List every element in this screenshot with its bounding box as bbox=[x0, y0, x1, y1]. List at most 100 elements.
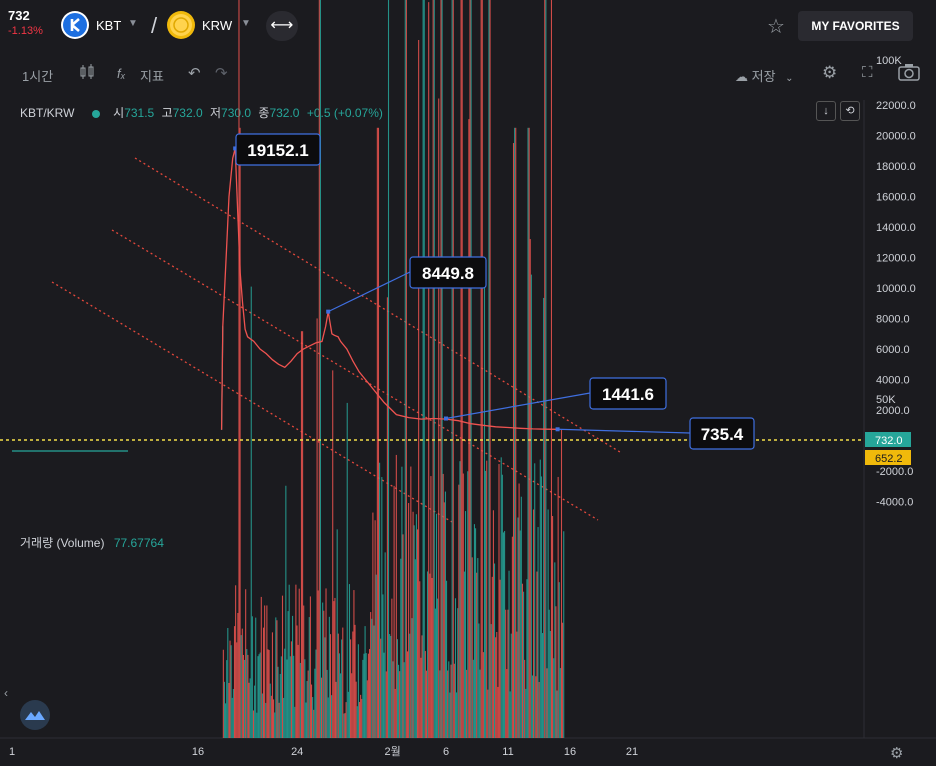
volume-bar bbox=[324, 637, 326, 738]
volume-bar bbox=[496, 631, 498, 738]
candle-type-icon[interactable] bbox=[78, 63, 96, 86]
y-tick-label: 20000.0 bbox=[876, 131, 916, 143]
volume-bar bbox=[480, 0, 482, 738]
fullscreen-icon[interactable]: ⛶ bbox=[862, 64, 873, 81]
volume-bar bbox=[523, 591, 525, 738]
volume-bar bbox=[405, 0, 407, 738]
volume-bar bbox=[300, 331, 303, 738]
volume-bar bbox=[413, 525, 415, 738]
volume-bar bbox=[260, 596, 262, 738]
axis-settings-gear-icon[interactable]: ⚙ bbox=[890, 745, 904, 762]
volume-bar bbox=[248, 682, 250, 738]
volume-bar bbox=[437, 598, 439, 738]
volume-bar bbox=[525, 688, 527, 738]
volume-bar bbox=[396, 639, 398, 738]
volume-bar bbox=[540, 476, 542, 738]
volume-bar bbox=[402, 534, 404, 738]
volume-bar bbox=[275, 617, 277, 738]
annotation-leader-line bbox=[557, 428, 691, 434]
krw-coin-icon[interactable] bbox=[167, 11, 195, 39]
redo-icon[interactable]: ↷ bbox=[215, 65, 228, 82]
volume-bar bbox=[546, 668, 548, 738]
volume-bar bbox=[479, 669, 481, 738]
volume-bar bbox=[488, 0, 490, 738]
base-dropdown-chevron-icon[interactable]: ▼ bbox=[128, 18, 138, 29]
volume-bar bbox=[528, 127, 530, 739]
quote-dropdown-chevron-icon[interactable]: ▼ bbox=[241, 18, 251, 29]
quote-symbol[interactable]: KRW bbox=[202, 18, 233, 33]
volume-bar bbox=[562, 622, 564, 738]
volume-bar bbox=[497, 686, 499, 738]
volume-bar bbox=[475, 528, 477, 738]
high-label: 고 bbox=[161, 106, 173, 120]
interval-selector[interactable]: 1시간 bbox=[22, 69, 54, 84]
open-value: 731.5 bbox=[124, 106, 155, 120]
volume-bar bbox=[276, 620, 278, 738]
x-tick-label: 1 bbox=[9, 746, 15, 758]
swap-pair-button[interactable]: ⟷ bbox=[266, 11, 298, 41]
volume-bar bbox=[510, 633, 512, 738]
volume-bar bbox=[367, 653, 369, 738]
volume-bar bbox=[476, 572, 478, 738]
volume-bar bbox=[549, 630, 551, 738]
volume-bar bbox=[284, 648, 286, 738]
volume-bar bbox=[269, 683, 271, 738]
volume-bar bbox=[257, 656, 259, 738]
kbt-coin-icon[interactable] bbox=[61, 11, 89, 39]
base-symbol[interactable]: KBT bbox=[96, 18, 122, 33]
volume-bar bbox=[385, 671, 387, 738]
volume-bar bbox=[411, 618, 413, 738]
volume-bar bbox=[229, 640, 231, 738]
volume-bar bbox=[365, 653, 367, 738]
volume-bar bbox=[495, 637, 497, 738]
volume-bar bbox=[412, 511, 414, 738]
volume-bar bbox=[347, 691, 349, 738]
volume-bar bbox=[498, 464, 500, 738]
volume-bar bbox=[453, 663, 455, 738]
indicators-button[interactable]: 지표 bbox=[140, 69, 164, 84]
volume-bar bbox=[423, 0, 425, 738]
x-tick-label: 6 bbox=[443, 746, 449, 758]
my-favorites-button[interactable]: MY FAVORITES bbox=[798, 11, 913, 41]
brand-logo-icon[interactable] bbox=[20, 700, 50, 730]
y-tick-label: 6000.0 bbox=[876, 344, 910, 356]
star-favorite-icon[interactable]: ☆ bbox=[767, 16, 785, 38]
volume-bar bbox=[240, 635, 242, 738]
volume-bar bbox=[244, 659, 246, 738]
volume-bar bbox=[545, 0, 547, 738]
collapse-left-chevron-icon[interactable]: ‹ bbox=[4, 686, 8, 700]
volume-bar bbox=[486, 460, 488, 738]
save-menu[interactable]: ☁ 저장 ⌄ bbox=[735, 66, 794, 85]
volume-bar bbox=[414, 559, 416, 738]
volume-bar bbox=[287, 611, 289, 738]
volume-bar bbox=[223, 681, 226, 738]
volume-bar bbox=[458, 484, 460, 738]
fx-icon[interactable]: fₓ bbox=[117, 66, 126, 81]
camera-icon[interactable] bbox=[898, 63, 920, 84]
volume-bar bbox=[390, 635, 392, 738]
volume-bar bbox=[447, 670, 449, 738]
annotation-box bbox=[689, 417, 755, 450]
scroll-down-icon[interactable]: ↓ bbox=[816, 101, 836, 121]
volume-bar bbox=[376, 127, 378, 739]
reset-icon[interactable]: ⟲ bbox=[840, 101, 860, 121]
volume-bar bbox=[452, 0, 454, 738]
volume-bar bbox=[293, 655, 295, 738]
volume-bar bbox=[516, 631, 518, 738]
volume-bar bbox=[233, 626, 236, 738]
y-tick-label: 4000.0 bbox=[876, 375, 910, 387]
volume-bar bbox=[285, 485, 287, 738]
volume-bar bbox=[305, 702, 307, 738]
volume-bar bbox=[505, 609, 507, 738]
volume-bar bbox=[317, 590, 319, 738]
volume-bar bbox=[421, 635, 423, 738]
volume-tick-label: 50K bbox=[876, 394, 896, 406]
y-tick-label: 14000.0 bbox=[876, 222, 916, 234]
undo-icon[interactable]: ↶ bbox=[188, 65, 201, 82]
volume-bar bbox=[478, 623, 480, 738]
volume-bar bbox=[227, 628, 229, 738]
volume-bar bbox=[228, 682, 230, 738]
volume-bar bbox=[258, 654, 260, 738]
settings-gear-icon[interactable]: ⚙ bbox=[822, 63, 838, 82]
volume-bar bbox=[333, 601, 335, 738]
